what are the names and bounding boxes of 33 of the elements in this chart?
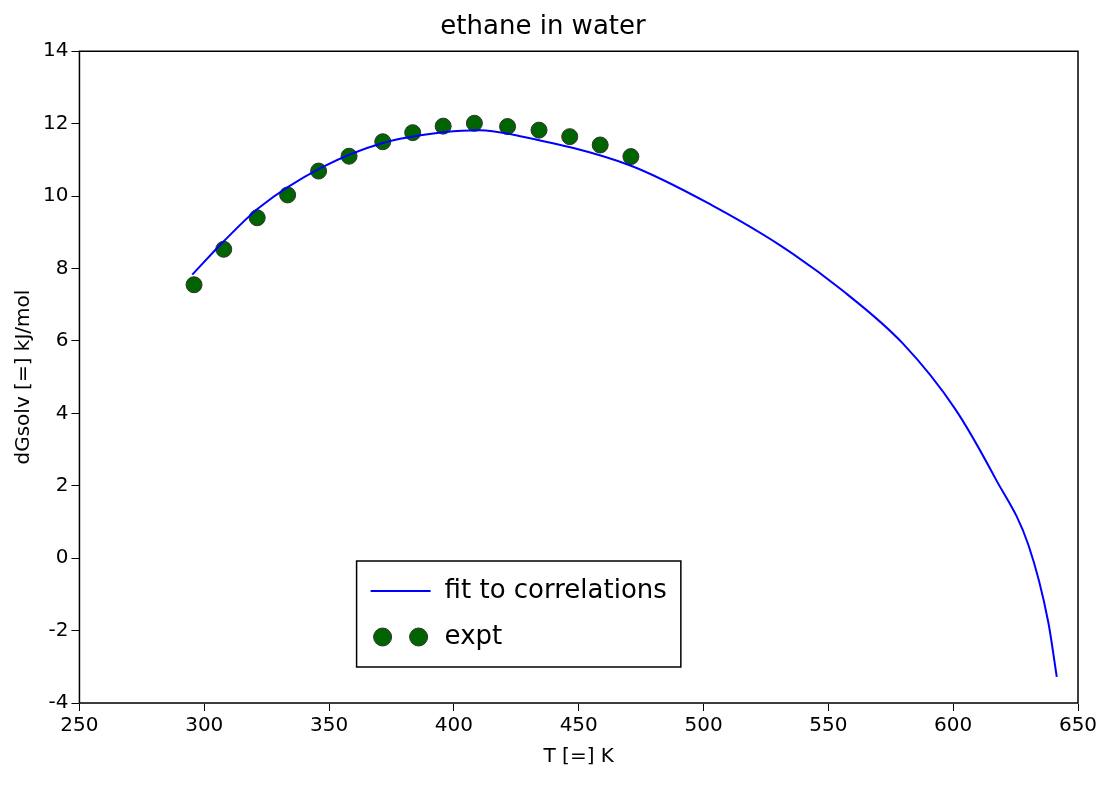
- x-tick-label: 550: [809, 712, 848, 737]
- y-tick-label: -2: [48, 616, 69, 641]
- x-tick-label: 500: [684, 712, 723, 737]
- y-tick-label: 10: [43, 182, 69, 207]
- point: [279, 186, 297, 204]
- y-tick-label: 14: [43, 37, 69, 62]
- point: [248, 209, 266, 227]
- x-tick-label: 450: [559, 712, 598, 737]
- x-axis-title: T [=] K: [542, 743, 615, 768]
- point: [591, 136, 609, 154]
- point: [561, 128, 579, 146]
- y-tick-label: 8: [55, 254, 69, 279]
- point: [530, 121, 548, 139]
- x-tick-label: 250: [60, 712, 99, 737]
- y-axis-title: dGsolv [=] kJ/mol: [10, 289, 35, 465]
- point: [622, 148, 640, 166]
- y-tick-label: 2: [55, 471, 69, 496]
- x-tick-label: 650: [1058, 712, 1098, 737]
- y-tick-label: 0: [55, 544, 69, 569]
- point: [499, 118, 517, 136]
- legend-label: fit to correlations: [444, 573, 667, 604]
- y-tick-label: 12: [43, 109, 69, 134]
- x-tick-label: 600: [934, 712, 973, 737]
- x-tick-label: 400: [434, 712, 473, 737]
- x-tick-label: 300: [185, 712, 224, 737]
- y-tick-label: 4: [55, 399, 69, 424]
- y-tick-label: -4: [48, 689, 69, 714]
- chart-title: ethane in water: [440, 10, 646, 41]
- x-tick-label: 350: [309, 712, 349, 737]
- point: [465, 114, 483, 132]
- legend-label: expt: [444, 619, 503, 650]
- y-tick-label: 6: [55, 327, 69, 352]
- point: [185, 276, 203, 294]
